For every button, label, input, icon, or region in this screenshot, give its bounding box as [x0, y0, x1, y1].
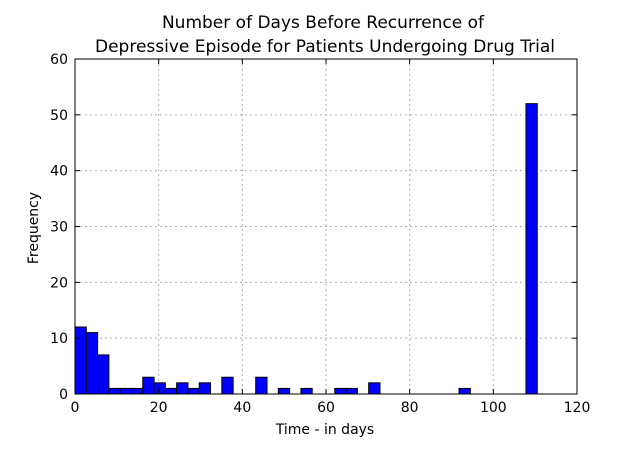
- y-tick-label: 30: [50, 220, 68, 236]
- x-tick-label: 80: [401, 400, 419, 416]
- histogram-bar: [153, 382, 166, 395]
- y-tick-label: 20: [50, 275, 68, 291]
- x-tick-label: 0: [71, 400, 80, 416]
- histogram-bar: [74, 326, 87, 395]
- x-axis-label: Time - in days: [275, 422, 374, 438]
- x-tick-label: 120: [564, 400, 591, 416]
- x-tick-label: 40: [233, 400, 251, 416]
- histogram-bar: [187, 387, 200, 395]
- histogram-bar: [119, 387, 132, 395]
- x-tick-label: 100: [480, 400, 507, 416]
- histogram-bar: [130, 387, 144, 395]
- histogram-bar: [277, 387, 291, 395]
- histogram-bar: [198, 382, 212, 395]
- x-tick-label: 60: [317, 400, 335, 416]
- y-tick-label: 10: [50, 331, 68, 347]
- histogram-bar: [221, 376, 234, 395]
- histogram-bar: [368, 382, 381, 395]
- axis-ticks: [74, 58, 578, 395]
- chart-title-line-1: Number of Days Before Recurrence of: [162, 13, 485, 33]
- x-tick-label: 20: [150, 400, 168, 416]
- y-tick-label: 0: [59, 387, 68, 403]
- y-tick-labels: 0 10 20 30 40 50 60: [50, 52, 68, 403]
- x-tick-labels: 0 20 40 60 80 100 120: [71, 400, 591, 416]
- histogram-bar: [176, 382, 189, 395]
- histogram-bar: [97, 354, 110, 395]
- histogram-bar: [142, 376, 155, 395]
- y-axis-label: Frequency: [26, 192, 42, 264]
- histogram-bar: [458, 387, 471, 395]
- histogram-bar: [255, 376, 268, 395]
- chart-title-line-2: Depressive Episode for Patients Undergoi…: [95, 37, 555, 57]
- grid-lines: [75, 59, 577, 394]
- histogram-bar: [85, 332, 99, 395]
- y-tick-label: 50: [50, 108, 68, 124]
- histogram-bar: [345, 387, 358, 395]
- histogram-bars: [74, 103, 538, 395]
- histogram-bar: [300, 387, 313, 395]
- histogram-bar: [108, 387, 121, 395]
- histogram-bar: [334, 387, 347, 395]
- y-tick-label: 60: [50, 52, 68, 68]
- histogram-bar: [525, 103, 538, 395]
- y-tick-label: 40: [50, 164, 68, 180]
- histogram-bar: [164, 387, 178, 395]
